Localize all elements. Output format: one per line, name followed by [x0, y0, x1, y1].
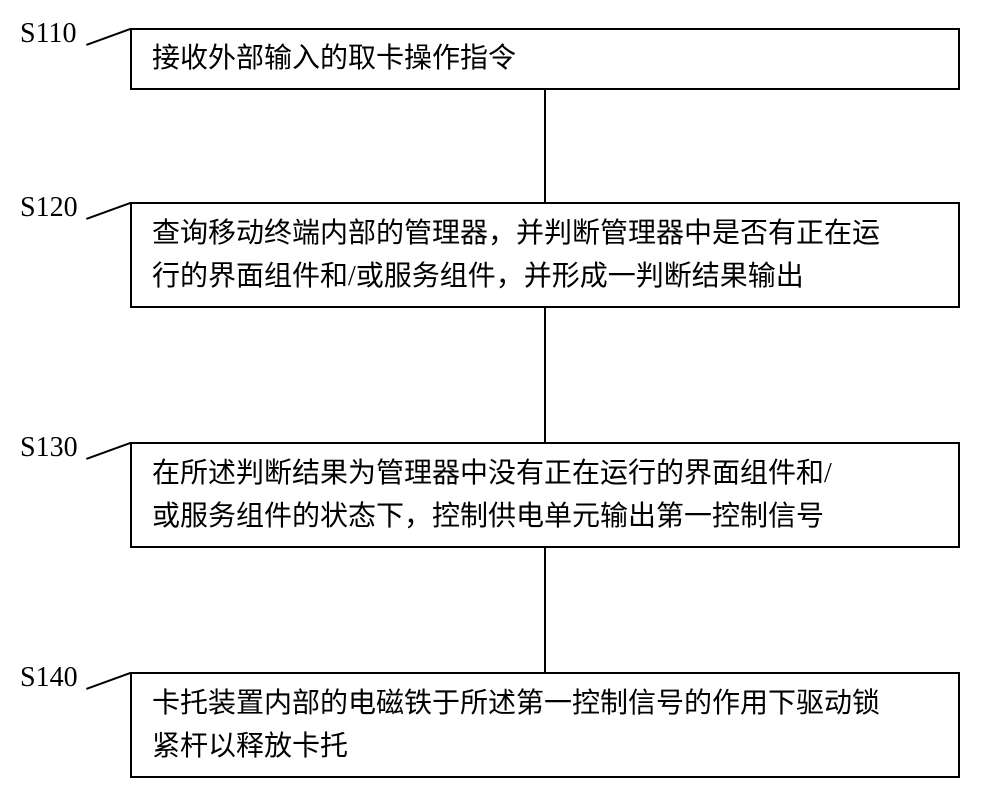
connector-S130-S140	[544, 548, 546, 672]
step-text-S120: 查询移动终端内部的管理器，并判断管理器中是否有正在运 行的界面组件和/或服务组件…	[152, 212, 880, 299]
flowchart-canvas: S110 接收外部输入的取卡操作指令 S120 查询移动终端内部的管理器，并判断管理器…	[0, 0, 1000, 808]
step-text-S130: 在所述判断结果为管理器中没有正在运行的界面组件和/ 或服务组件的状态下，控制供电…	[152, 452, 832, 539]
step-text-S110: 接收外部输入的取卡操作指令	[152, 37, 516, 80]
step-label-S130: S130	[20, 432, 78, 464]
leader-line	[86, 202, 131, 220]
step-text-S140: 卡托装置内部的电磁铁于所述第一控制信号的作用下驱动锁 紧杆以释放卡托	[152, 682, 880, 769]
connector-S110-S120	[544, 90, 546, 202]
step-label-S110: S110	[20, 18, 77, 50]
leader-line	[86, 672, 131, 690]
step-box-S120: 查询移动终端内部的管理器，并判断管理器中是否有正在运 行的界面组件和/或服务组件…	[130, 202, 960, 308]
step-label-S140: S140	[20, 662, 78, 694]
step-box-S110: 接收外部输入的取卡操作指令	[130, 28, 960, 90]
step-box-S130: 在所述判断结果为管理器中没有正在运行的界面组件和/ 或服务组件的状态下，控制供电…	[130, 442, 960, 548]
step-label-S120: S120	[20, 192, 78, 224]
step-box-S140: 卡托装置内部的电磁铁于所述第一控制信号的作用下驱动锁 紧杆以释放卡托	[130, 672, 960, 778]
leader-line	[86, 442, 131, 460]
connector-S120-S130	[544, 308, 546, 442]
leader-line	[86, 28, 131, 46]
